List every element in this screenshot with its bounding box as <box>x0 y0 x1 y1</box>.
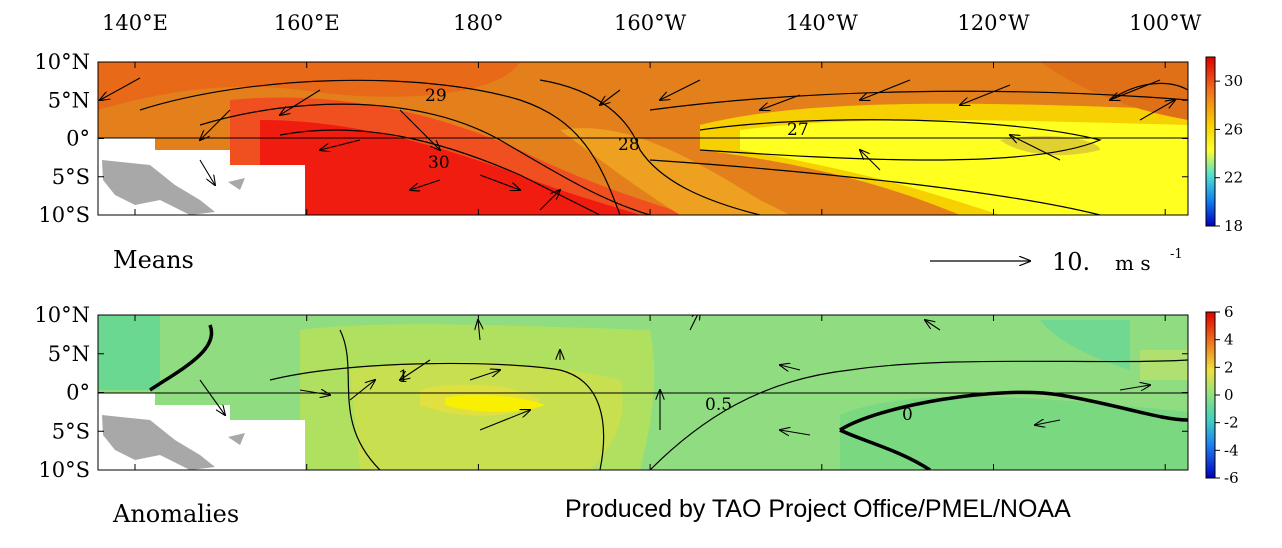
longitude-label: 100°W <box>1129 11 1202 35</box>
latitude-label: 5°S <box>52 165 90 189</box>
contour-label: 29 <box>425 86 447 106</box>
contour-label: 1 <box>398 367 409 387</box>
longitude-label: 140°E <box>102 11 168 35</box>
latitude-label: 10°S <box>38 458 90 482</box>
latitude-label: 5°N <box>48 88 90 112</box>
latitude-label: 0° <box>66 127 90 151</box>
contour-label: 0.5 <box>705 395 732 415</box>
contour-label: 28 <box>618 135 640 155</box>
panel-label: Anomalies <box>112 500 239 528</box>
colorbar-label: 22 <box>1224 169 1243 187</box>
longitude-label: 120°W <box>957 11 1030 35</box>
colorbar-label: 0 <box>1224 386 1234 404</box>
colorbar-label: -6 <box>1224 469 1239 487</box>
colorbar-label: -2 <box>1224 414 1239 432</box>
scale-exponent: -1 <box>1170 247 1183 262</box>
colorbar-label: 26 <box>1224 120 1243 138</box>
scale-value: 10. <box>1052 248 1090 276</box>
anomalies-colorbar <box>1205 311 1216 479</box>
latitude-label: 5°N <box>48 342 90 366</box>
contour-label: 27 <box>787 120 809 140</box>
latitude-label: 0° <box>66 381 90 405</box>
colorbar-label: 30 <box>1224 72 1243 90</box>
longitude-label: 180° <box>453 11 504 35</box>
colorbar-label: 4 <box>1224 331 1234 349</box>
colorbar-label: 18 <box>1224 217 1243 235</box>
longitude-label: 160°E <box>274 11 340 35</box>
latitude-label: 10°S <box>38 203 90 227</box>
panel-label: Means <box>113 246 194 274</box>
means-field <box>98 62 1188 215</box>
latitude-label: 10°N <box>34 303 90 327</box>
credit: Produced by TAO Project Office/PMEL/NOAA <box>565 495 1071 523</box>
colorbar-label: -4 <box>1224 441 1239 459</box>
latitude-label: 5°S <box>52 419 90 443</box>
contour-label: 0 <box>902 405 913 425</box>
anomalies-field <box>98 315 1188 470</box>
colorbar-label: 6 <box>1224 303 1234 321</box>
scale-unit: m s <box>1115 251 1151 275</box>
latitude-label: 10°N <box>34 50 90 74</box>
means-colorbar <box>1205 56 1216 227</box>
longitude-label: 140°W <box>786 11 859 35</box>
longitude-label: 160°W <box>614 11 687 35</box>
contour-label: 30 <box>428 153 450 173</box>
colorbar-label: 2 <box>1224 358 1234 376</box>
